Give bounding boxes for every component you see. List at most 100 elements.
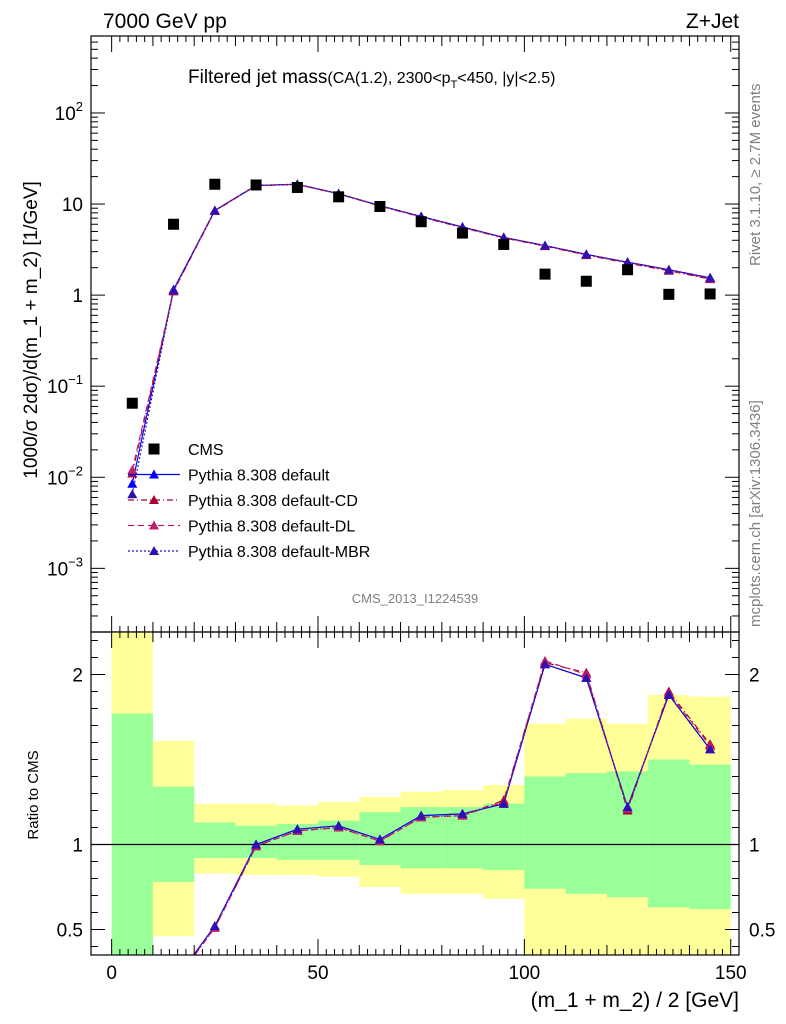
cms-data-point (333, 191, 345, 203)
ratio-band-green (565, 773, 607, 894)
ratio-series-marker (540, 659, 551, 669)
cms-data-point (168, 218, 180, 230)
ratio-series-marker (292, 824, 303, 834)
main-series-marker (581, 249, 592, 259)
ratio-band-green (606, 771, 649, 898)
chart-title: Filtered jet mass(CA(1.2), 2300<pT<450, … (188, 67, 555, 91)
header-left-label: 7000 GeV pp (103, 10, 227, 33)
ratio-series-line (193, 660, 711, 955)
tick-exponent: 2 (76, 99, 83, 114)
tick-base: 10 (62, 195, 83, 216)
ratio-y-tick-label-right: 0.5 (749, 921, 775, 942)
legend-entry-label: Pythia 8.308 default-DL (188, 519, 355, 536)
cms-data-point (622, 264, 634, 276)
chart-subtitle-open: ( (327, 70, 333, 87)
ratio-series-marker (705, 744, 716, 754)
chart-subtitle-sub: T (451, 79, 458, 91)
ratio-band-green (524, 776, 566, 889)
ratio-band-green (483, 803, 525, 870)
main-series-line (131, 183, 711, 484)
mcplots-side-label: mcplots.cern.ch [arXiv:1306.3436] (747, 400, 764, 627)
tick-exponent: −1 (68, 372, 83, 387)
main-y-tick-label: 10 (62, 195, 83, 216)
main-y-tick-label: 10−1 (47, 372, 83, 398)
main-series-marker (209, 205, 220, 215)
ratio-series-marker (333, 820, 344, 830)
ratio-series-marker (622, 802, 633, 812)
main-y-tick-label: 1 (72, 286, 83, 307)
ratio-series-marker (251, 839, 262, 849)
main-series-marker (127, 465, 138, 475)
main-series-marker (663, 264, 674, 274)
legend-entry-label: Pythia 8.308 default-CD (188, 493, 358, 510)
ratio-series-marker (416, 810, 427, 820)
cms-data-point (415, 216, 427, 228)
chart-subtitle-prefix: CA(1.2), 2300<p (333, 70, 451, 87)
ratio-plot-panel: 0.5 0.5 1 1 2 2 0 50 100 150 Ratio to CMS (m_1 + … (25, 631, 776, 1012)
ratio-series-marker (374, 834, 385, 844)
rivet-side-label: Rivet 3.1.10, ≥ 2.7M events (747, 84, 764, 267)
tick-base: 1 (72, 286, 83, 307)
tick-base: 10 (47, 559, 68, 580)
main-y-tick-label: 102 (55, 99, 83, 125)
analysis-watermark: CMS_2013_I1224539 (352, 591, 479, 606)
x-tick-label: 100 (509, 963, 541, 984)
cms-data-point (126, 397, 138, 409)
ratio-series-marker (209, 921, 220, 931)
main-y-axis-label: 1000/σ 2dσ)/d(m_1 + m_2) [1/GeV] (21, 181, 42, 479)
ratio-ticks (91, 632, 739, 955)
x-tick-label: 0 (106, 963, 117, 984)
main-series-line (131, 183, 711, 495)
main-plot-frame (90, 35, 740, 633)
x-tick-label: 50 (307, 963, 328, 984)
tick-base: 10 (47, 468, 68, 489)
legend-entry-label: Pythia 8.308 default-MBR (188, 544, 370, 561)
cms-data-point (250, 179, 262, 191)
ratio-tick-labels: 0.5 0.5 1 1 2 2 0 50 100 150 (57, 666, 776, 985)
main-series-marker (127, 489, 138, 499)
ratio-band-green (152, 786, 195, 882)
cms-data-point (498, 238, 510, 250)
ratio-y-tick-label-left: 1 (72, 836, 83, 857)
ratio-band-green (689, 764, 731, 910)
ratio-series-marker (498, 798, 509, 808)
ratio-series-group (192, 655, 716, 955)
ratio-y-tick-label-right: 1 (749, 836, 760, 857)
chart-subtitle-suffix: <450, |y|<2.5) (457, 70, 555, 87)
main-series-line (131, 183, 711, 471)
tick-base: 10 (47, 377, 68, 398)
legend-marker (149, 469, 159, 479)
ratio-y-tick-label-right: 2 (749, 666, 760, 687)
tick-exponent: −3 (68, 554, 83, 569)
legend-marker (149, 520, 159, 530)
main-series-marker (168, 285, 179, 295)
main-y-tick-label: 10−3 (47, 554, 83, 580)
x-axis-label: (m_1 + m_2) / 2 [GeV] (531, 989, 739, 1012)
legend-entry-label: CMS (188, 442, 224, 459)
main-series-marker (622, 257, 633, 267)
legend-marker-cms (148, 443, 160, 455)
main-y-ticks (91, 35, 739, 633)
main-series-marker (540, 240, 551, 250)
cms-data-point (374, 200, 386, 212)
ratio-band-green (111, 713, 153, 955)
main-series-marker (127, 478, 138, 488)
main-plot-marks (126, 178, 716, 499)
ratio-band-green (194, 822, 236, 859)
ratio-y-tick-label-left: 0.5 (57, 921, 83, 942)
cms-data-point (539, 268, 551, 280)
cms-data-point (663, 288, 675, 300)
cms-data-point (291, 181, 303, 193)
main-series-line (131, 183, 711, 474)
ratio-series-marker (457, 808, 468, 818)
legend-marker (149, 495, 159, 504)
ratio-band-green (648, 759, 690, 908)
cms-data-point (704, 288, 716, 300)
main-series-marker (705, 272, 716, 282)
header-right-label: Z+Jet (686, 10, 739, 33)
main-y-tick-label: 10−2 (47, 463, 83, 489)
legend: CMS Pythia 8.308 default Pythia 8.308 defa… (128, 442, 370, 561)
